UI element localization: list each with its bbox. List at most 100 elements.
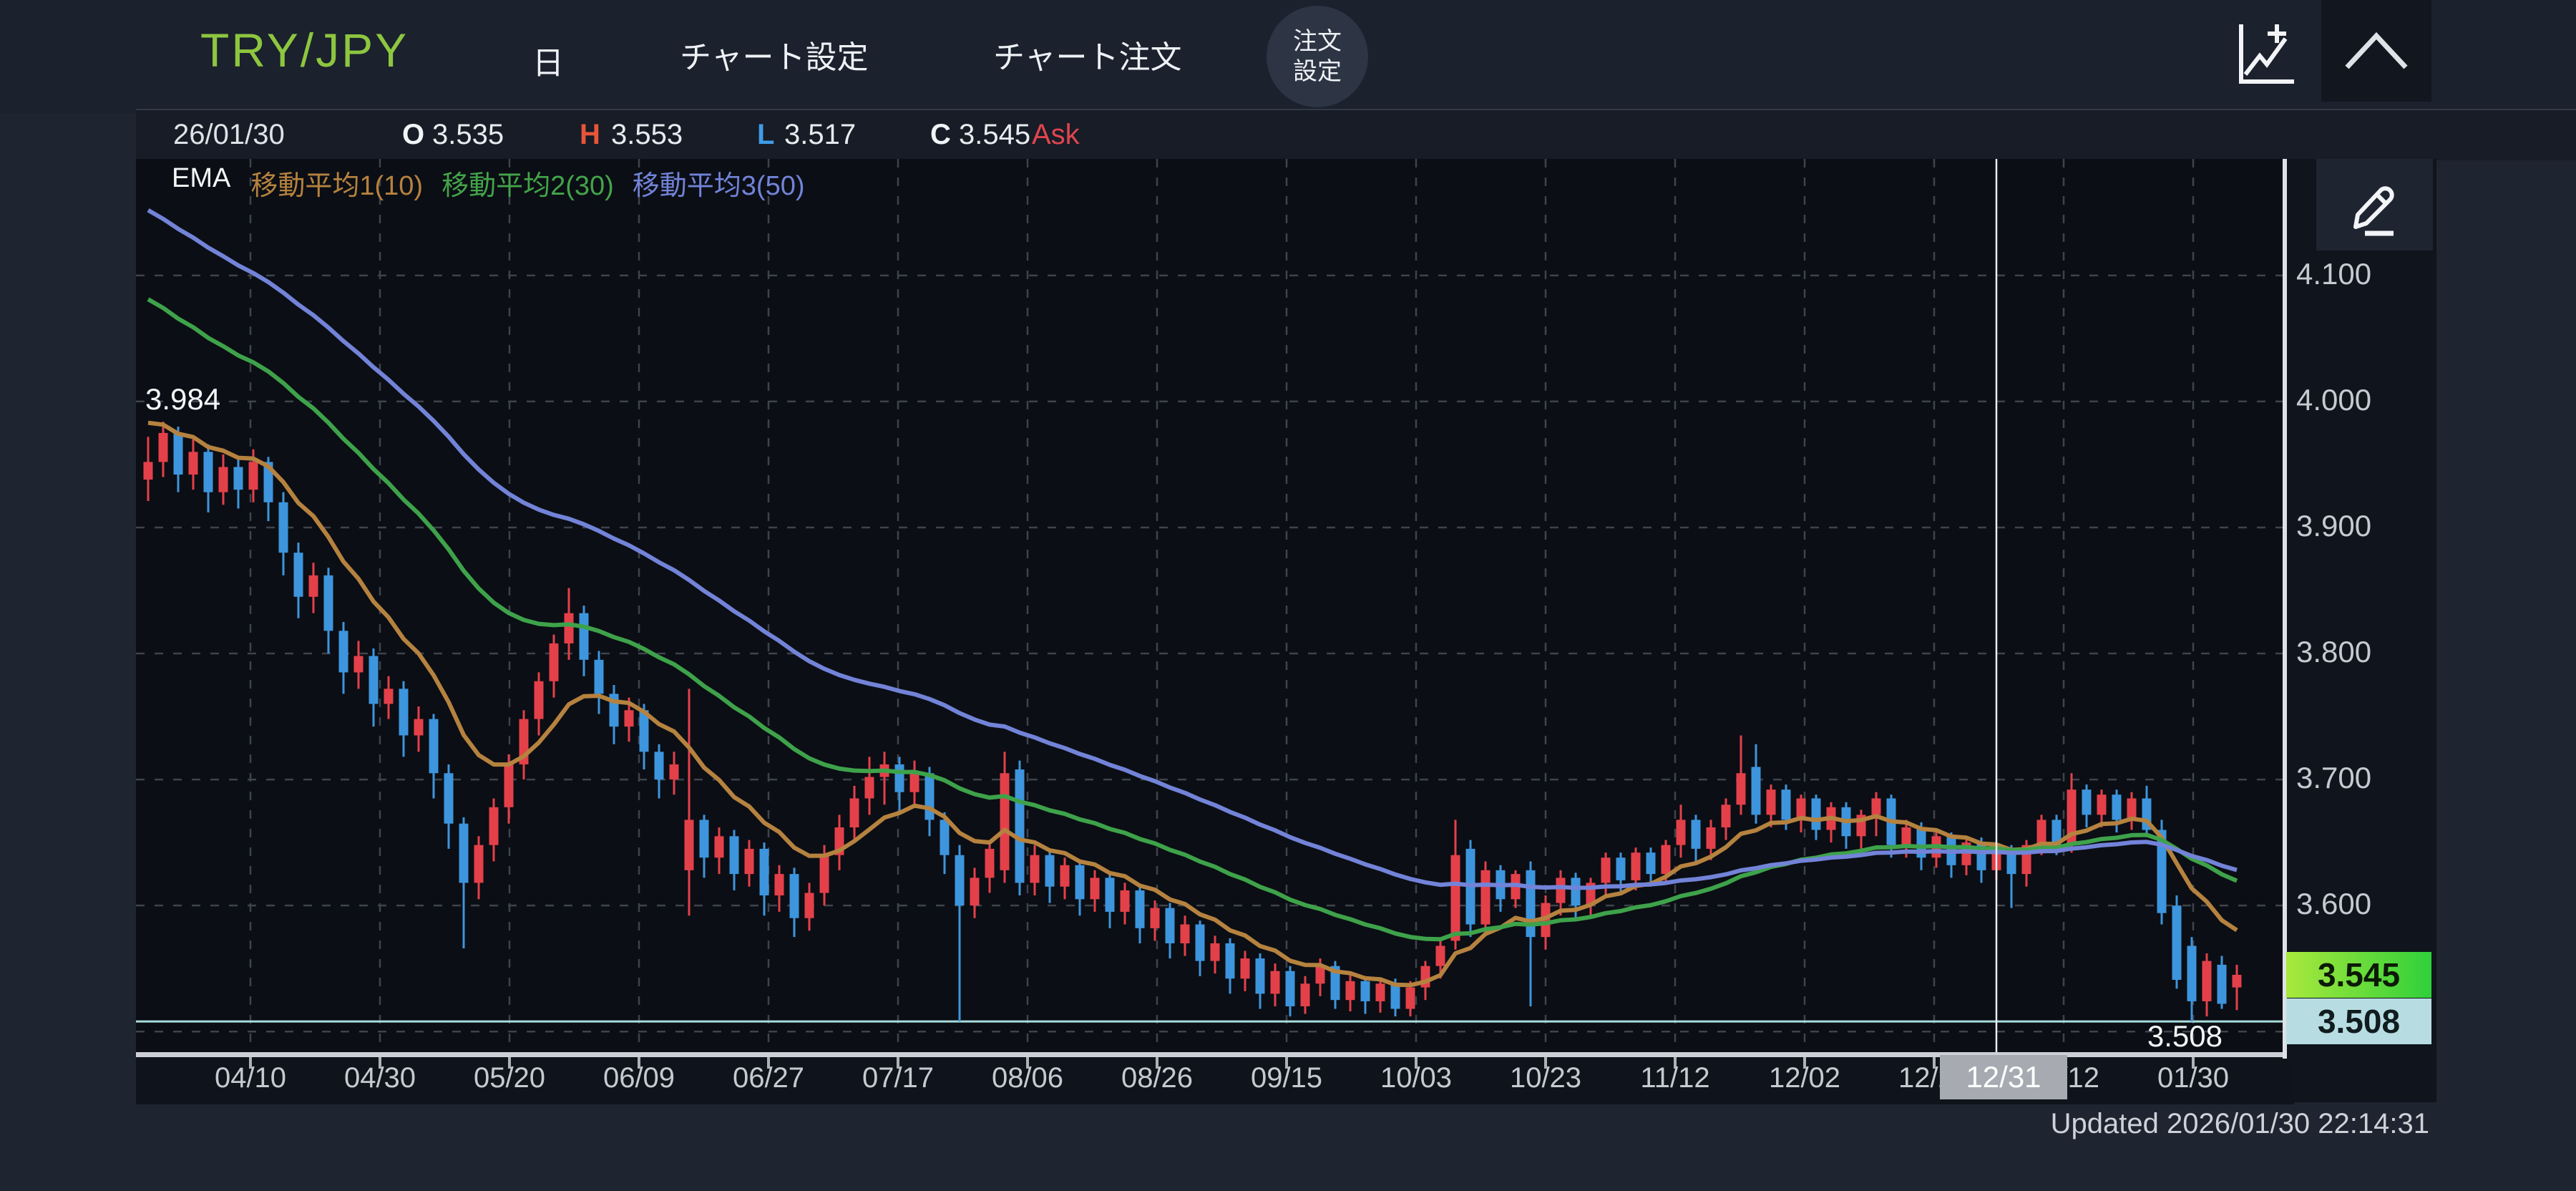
candle-body xyxy=(1090,878,1100,900)
candle-body xyxy=(729,836,739,875)
y-axis-label: 4.100 xyxy=(2296,256,2372,291)
ohlc-bar: 26/01/30 O 3.535 H 3.553 L 3.517 C 3.545… xyxy=(136,109,2576,160)
candle-body xyxy=(2232,974,2242,988)
pencil-icon xyxy=(2353,186,2394,236)
candle-body xyxy=(323,575,333,631)
candle-body xyxy=(188,452,198,475)
candle-body xyxy=(594,659,604,694)
candle-body xyxy=(1480,870,1491,925)
candle-body xyxy=(894,764,904,792)
x-tick-mark xyxy=(1544,1057,1547,1069)
y-axis-label: 3.900 xyxy=(2296,508,2372,543)
candle-body xyxy=(1646,852,1656,875)
candle-body xyxy=(774,874,784,896)
candle-body xyxy=(1766,789,1776,815)
candle-body xyxy=(2217,964,2227,1004)
candle-body xyxy=(759,848,769,896)
candle-body xyxy=(414,719,424,736)
candle-body xyxy=(1225,943,1235,979)
x-axis-label: 11/12 xyxy=(1640,1062,1710,1094)
candle-body xyxy=(789,874,799,918)
candle-body xyxy=(1015,769,1025,883)
candle-body xyxy=(744,848,754,875)
candle-body xyxy=(1195,924,1205,961)
candle-body xyxy=(1450,855,1460,941)
x-axis-label: 06/27 xyxy=(732,1062,805,1094)
y-axis-label: 4.000 xyxy=(2296,382,2372,417)
candle-body xyxy=(2051,820,2062,845)
candle-body xyxy=(1060,865,1070,887)
candle-body xyxy=(1631,852,1641,880)
candle-body xyxy=(699,820,709,858)
candle-body xyxy=(203,452,213,492)
timeframe-button[interactable]: 日 xyxy=(532,46,564,81)
legend-item: 移動平均2(30) xyxy=(441,171,614,201)
order-settings-label-2: 設定 xyxy=(1293,58,1342,85)
order-settings-button[interactable]: 注文 設定 xyxy=(1267,6,1368,107)
indicator-legend: EMA 移動平均1(10) 移動平均2(30) 移動平均3(50) xyxy=(172,163,824,203)
top-bar: TRY/JPY 日 チャート設定 チャート注文 注文 設定 xyxy=(0,0,2576,113)
candle-body xyxy=(564,613,574,643)
x-axis-label: 10/03 xyxy=(1380,1062,1453,1094)
candle-body xyxy=(819,855,829,893)
legend-item: 移動平均3(50) xyxy=(632,171,805,201)
candle-body xyxy=(2067,789,2077,845)
price-side-label: Ask xyxy=(1032,119,1080,150)
y-axis-label: 3.600 xyxy=(2296,887,2372,921)
x-axis-label: 10/23 xyxy=(1509,1062,1582,1094)
candle-body xyxy=(293,553,303,597)
chevron-up-icon xyxy=(2345,31,2408,69)
candle-body xyxy=(1000,773,1010,870)
x-tick-mark xyxy=(1285,1057,1288,1069)
ema-line-50 xyxy=(147,208,2238,890)
collapse-button[interactable] xyxy=(2321,0,2431,102)
candle-body xyxy=(2006,848,2016,875)
candle-body xyxy=(143,462,153,480)
candle-body xyxy=(2112,794,2122,820)
candle-body xyxy=(624,710,634,727)
high-annotation: 3.984 xyxy=(145,382,221,416)
candle-body xyxy=(1796,798,1806,820)
candle-body xyxy=(955,855,965,906)
y-axis-label: 3.700 xyxy=(2296,761,2372,795)
candle-body xyxy=(399,689,409,736)
candle-body xyxy=(970,878,980,906)
add-chart-icon[interactable] xyxy=(2231,19,2300,90)
candle-body xyxy=(1691,820,1701,849)
chart-settings-button[interactable]: チャート設定 xyxy=(680,40,869,75)
candle-body xyxy=(504,764,514,807)
candle-body xyxy=(2097,794,2107,815)
candle-body xyxy=(1811,798,1821,830)
candle-body xyxy=(1075,865,1085,900)
open-label: O xyxy=(402,119,425,150)
candle-body xyxy=(233,467,243,490)
candle-body xyxy=(924,773,935,820)
candle-body xyxy=(308,575,318,597)
draw-tool-button[interactable] xyxy=(2316,159,2433,251)
candle-body xyxy=(173,432,183,475)
crosshair-date-badge: 12/31 xyxy=(1940,1055,2067,1099)
candle-body xyxy=(1435,945,1445,966)
candle-body xyxy=(1300,983,1310,1006)
x-tick-mark xyxy=(1026,1057,1029,1069)
candle-body xyxy=(1375,983,1385,1001)
close-label: C xyxy=(930,119,951,150)
ema-line-10 xyxy=(147,420,2238,988)
x-tick-mark xyxy=(249,1057,252,1069)
price-axis-column xyxy=(2285,159,2436,1102)
x-axis-label: 09/15 xyxy=(1250,1062,1323,1094)
candle-body xyxy=(1901,827,1911,845)
candle-body xyxy=(263,462,273,502)
symbol-title: TRY/JPY xyxy=(200,24,409,77)
x-tick-mark xyxy=(1156,1057,1158,1069)
close-value: 3.545 xyxy=(959,119,1031,150)
open-value: 3.535 xyxy=(432,119,504,150)
candle-body xyxy=(1120,890,1130,912)
chart-order-button[interactable]: チャート注文 xyxy=(993,40,1182,75)
candle-body xyxy=(489,807,499,845)
low-value: 3.517 xyxy=(784,119,857,150)
x-tick-mark xyxy=(638,1057,640,1069)
candle-body xyxy=(1661,845,1671,875)
candle-body xyxy=(2172,905,2182,981)
